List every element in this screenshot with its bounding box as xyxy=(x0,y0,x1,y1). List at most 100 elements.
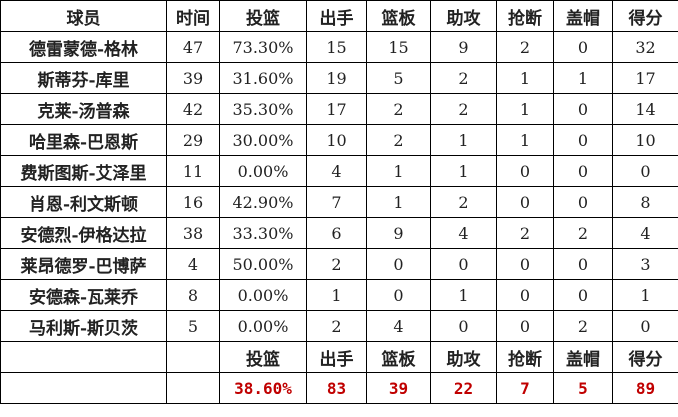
total-value-cell: 22 xyxy=(430,372,497,404)
player-name-cell: 斯蒂芬-库里 xyxy=(0,62,167,94)
stat-cell: 2 xyxy=(430,93,497,125)
header-cell: 助攻 xyxy=(430,0,497,32)
totals-header-cell: 篮板 xyxy=(366,341,431,373)
stat-cell: 16 xyxy=(166,186,220,218)
stat-cell: 0.00% xyxy=(219,155,307,187)
stat-cell: 1 xyxy=(496,93,554,125)
total-value-cell: 7 xyxy=(496,372,554,404)
stat-cell: 15 xyxy=(366,31,431,63)
totals-header-cell: 出手 xyxy=(306,341,367,373)
stat-cell: 0 xyxy=(553,186,613,218)
stat-cell: 1 xyxy=(612,279,678,311)
stat-cell: 17 xyxy=(612,62,678,94)
stat-cell: 2 xyxy=(366,93,431,125)
stat-cell: 2 xyxy=(430,62,497,94)
stat-cell: 6 xyxy=(306,217,367,249)
empty-cell xyxy=(0,372,167,404)
stat-cell: 29 xyxy=(166,124,220,156)
table-row: 莱昂德罗-巴博萨 4 50.00% 2 0 0 0 0 3 xyxy=(0,248,678,280)
stat-cell: 2 xyxy=(306,248,367,280)
player-name-cell: 德雷蒙德-格林 xyxy=(0,31,167,63)
stat-cell: 2 xyxy=(553,310,613,342)
player-name-cell: 哈里森-巴恩斯 xyxy=(0,124,167,156)
stat-cell: 0 xyxy=(553,248,613,280)
stat-cell: 2 xyxy=(306,310,367,342)
stat-cell: 38 xyxy=(166,217,220,249)
stat-cell: 1 xyxy=(306,279,367,311)
stat-cell: 2 xyxy=(366,124,431,156)
stat-cell: 19 xyxy=(306,62,367,94)
totals-header-cell: 得分 xyxy=(612,341,678,373)
stat-cell: 4 xyxy=(430,217,497,249)
stat-cell: 0 xyxy=(366,279,431,311)
stat-cell: 0.00% xyxy=(219,310,307,342)
stat-cell: 8 xyxy=(612,186,678,218)
player-name-cell: 莱昂德罗-巴博萨 xyxy=(0,248,167,280)
stat-cell: 1 xyxy=(553,62,613,94)
table-row: 马利斯-斯贝茨 5 0.00% 2 4 0 0 2 0 xyxy=(0,310,678,342)
header-cell: 得分 xyxy=(612,0,678,32)
stat-cell: 7 xyxy=(306,186,367,218)
stat-cell: 2 xyxy=(430,186,497,218)
stat-cell: 4 xyxy=(306,155,367,187)
stat-cell: 73.30% xyxy=(219,31,307,63)
stat-cell: 4 xyxy=(366,310,431,342)
stat-cell: 9 xyxy=(366,217,431,249)
table-row: 斯蒂芬-库里 39 31.60% 19 5 2 1 1 17 xyxy=(0,62,678,94)
total-value-cell: 89 xyxy=(612,372,678,404)
empty-cell xyxy=(0,341,167,373)
table-row: 费斯图斯-艾泽里 11 0.00% 4 1 1 0 0 0 xyxy=(0,155,678,187)
total-value-cell: 83 xyxy=(306,372,367,404)
stat-cell: 39 xyxy=(166,62,220,94)
table-row: 克莱-汤普森 42 35.30% 17 2 2 1 0 14 xyxy=(0,93,678,125)
player-name-cell: 安德烈-伊格达拉 xyxy=(0,217,167,249)
stat-cell: 32 xyxy=(612,31,678,63)
stat-cell: 0 xyxy=(553,31,613,63)
stat-cell: 0.00% xyxy=(219,279,307,311)
stat-cell: 35.30% xyxy=(219,93,307,125)
stat-cell: 42.90% xyxy=(219,186,307,218)
stat-cell: 33.30% xyxy=(219,217,307,249)
stat-cell: 42 xyxy=(166,93,220,125)
table-row: 安德烈-伊格达拉 38 33.30% 6 9 4 2 2 4 xyxy=(0,217,678,249)
table-row: 德雷蒙德-格林 47 73.30% 15 15 9 2 0 32 xyxy=(0,31,678,63)
stat-cell: 31.60% xyxy=(219,62,307,94)
totals-header-cell: 盖帽 xyxy=(553,341,613,373)
stat-cell: 47 xyxy=(166,31,220,63)
stat-cell: 0 xyxy=(496,186,554,218)
stat-cell: 17 xyxy=(306,93,367,125)
empty-cell xyxy=(166,372,220,404)
stat-cell: 15 xyxy=(306,31,367,63)
table-row: 安德森-瓦莱乔 8 0.00% 1 0 1 0 0 1 xyxy=(0,279,678,311)
stat-cell: 14 xyxy=(612,93,678,125)
stat-cell: 1 xyxy=(430,155,497,187)
player-name-cell: 肖恩-利文斯顿 xyxy=(0,186,167,218)
totals-header-cell: 抢断 xyxy=(496,341,554,373)
player-name-cell: 安德森-瓦莱乔 xyxy=(0,279,167,311)
empty-cell xyxy=(166,341,220,373)
player-name-cell: 克莱-汤普森 xyxy=(0,93,167,125)
header-cell: 投篮 xyxy=(219,0,307,32)
stat-cell: 1 xyxy=(496,124,554,156)
stat-cell: 10 xyxy=(612,124,678,156)
totals-row: 38.60% 83 39 22 7 5 89 xyxy=(0,372,678,404)
header-cell: 时间 xyxy=(166,0,220,32)
stat-cell: 0 xyxy=(553,124,613,156)
player-name-cell: 费斯图斯-艾泽里 xyxy=(0,155,167,187)
stat-cell: 0 xyxy=(496,248,554,280)
stat-cell: 0 xyxy=(553,155,613,187)
stat-cell: 1 xyxy=(430,279,497,311)
stat-cell: 0 xyxy=(612,310,678,342)
stat-cell: 0 xyxy=(496,155,554,187)
stat-cell: 1 xyxy=(430,124,497,156)
stat-cell: 9 xyxy=(430,31,497,63)
table-row: 肖恩-利文斯顿 16 42.90% 7 1 2 0 0 8 xyxy=(0,186,678,218)
stat-cell: 4 xyxy=(166,248,220,280)
total-value-cell: 38.60% xyxy=(219,372,307,404)
player-stats-table: 球员 时间 投篮 出手 篮板 助攻 抢断 盖帽 得分 德雷蒙德-格林 47 73.30% 15 15 9 2 0… xyxy=(0,0,678,404)
stat-cell: 4 xyxy=(612,217,678,249)
stat-cell: 3 xyxy=(612,248,678,280)
stat-cell: 1 xyxy=(366,186,431,218)
totals-header-cell: 助攻 xyxy=(430,341,497,373)
stat-cell: 0 xyxy=(366,248,431,280)
